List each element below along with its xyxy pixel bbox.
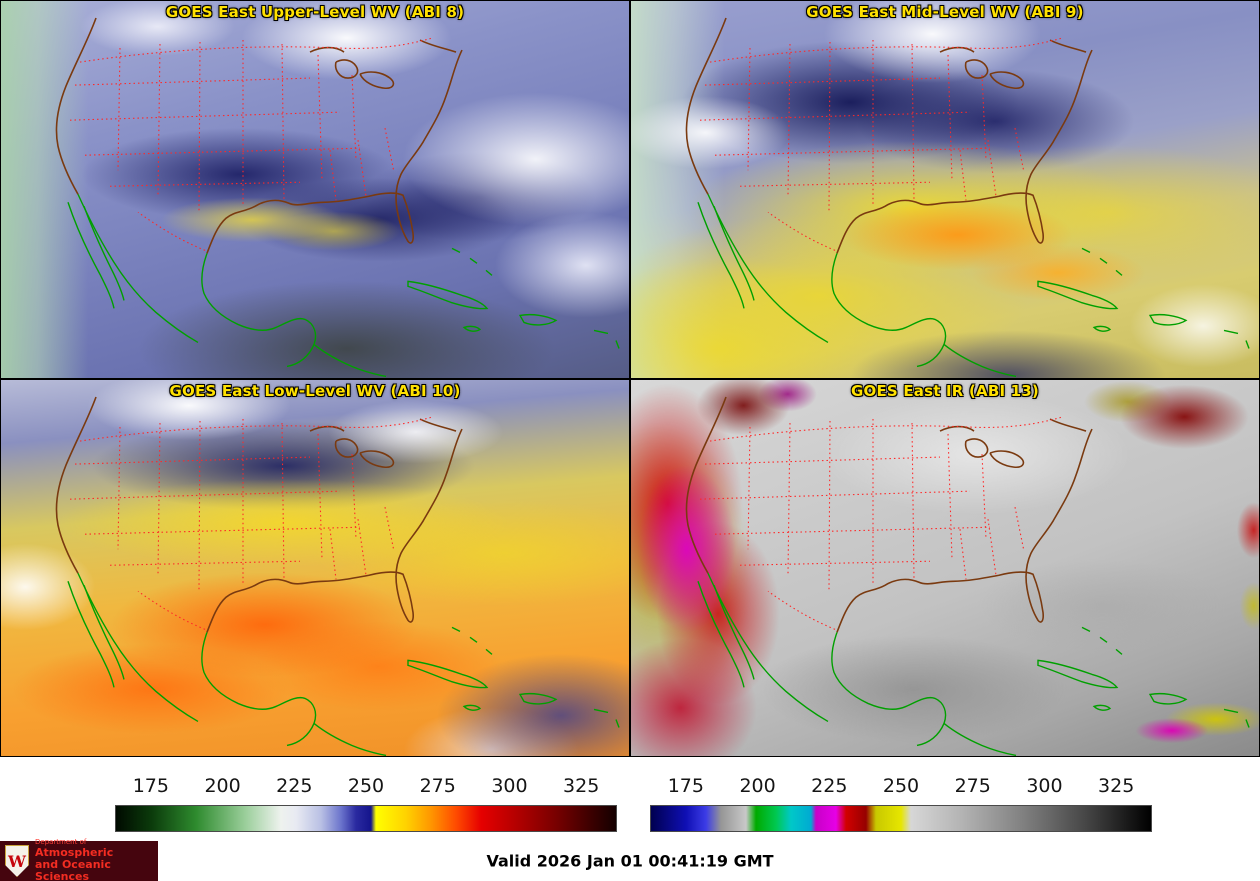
colorbar-tick: 200 (204, 775, 241, 797)
satellite-quad-panel: GOES East Upper-Level WV (ABI 8) GOES Ea… (0, 0, 1260, 757)
colorbar-tick: 300 (1026, 775, 1063, 797)
panel-mid-level-wv[interactable]: GOES East Mid-Level WV (ABI 9) (630, 0, 1260, 379)
colorbar-tick: 275 (419, 775, 456, 797)
colorbar-tick: 225 (276, 775, 313, 797)
panel-title-low-level-wv: GOES East Low-Level WV (ABI 10) (169, 381, 461, 400)
uw-crest-icon: W (5, 845, 29, 877)
colorbar-wv-tick-labels: 175 200 225 250 275 300 325 (115, 775, 617, 800)
panel-title-mid-level-wv: GOES East Mid-Level WV (ABI 9) (806, 3, 1084, 21)
uw-aos-logo[interactable]: W Department of Atmospheric and Oceanic … (0, 838, 158, 881)
colorbar-tick: 325 (1098, 775, 1135, 797)
colorbar-section: 175 200 225 250 275 300 325 175 200 225 … (0, 757, 1260, 841)
map-boundaries-overlay (685, 395, 1250, 756)
colorbar-ir: 175 200 225 250 275 300 325 (650, 775, 1152, 832)
uw-logo-text: Department of Atmospheric and Oceanic Sc… (35, 838, 158, 881)
colorbar-ir-gradient (650, 805, 1152, 832)
map-boundaries-overlay (55, 395, 620, 756)
panel-ir[interactable]: GOES East IR (ABI 13) (630, 378, 1260, 757)
colorbar-tick: 250 (882, 775, 920, 797)
panel-low-level-wv[interactable]: GOES East Low-Level WV (ABI 10) (0, 378, 630, 757)
colorbar-tick: 250 (347, 775, 385, 797)
valid-time-label: Valid 2026 Jan 01 00:41:19 GMT (486, 851, 774, 871)
map-boundaries-overlay (55, 17, 620, 378)
logo-department-line1: Atmospheric (35, 845, 114, 859)
panel-title-upper-level-wv: GOES East Upper-Level WV (ABI 8) (165, 3, 465, 21)
colorbar-tick: 175 (132, 775, 169, 797)
colorbar-tick: 225 (811, 775, 848, 797)
colorbar-tick: 325 (563, 775, 600, 797)
colorbar-ir-tick-labels: 175 200 225 250 275 300 325 (650, 775, 1152, 800)
colorbar-tick: 200 (739, 775, 776, 797)
colorbar-tick: 275 (954, 775, 991, 797)
colorbar-tick: 175 (667, 775, 704, 797)
colorbar-wv-gradient (115, 805, 617, 832)
colorbar-water-vapor: 175 200 225 250 275 300 325 (115, 775, 617, 832)
logo-department-prefix: Department of (35, 838, 87, 847)
colorbar-tick: 300 (491, 775, 528, 797)
panel-upper-level-wv[interactable]: GOES East Upper-Level WV (ABI 8) (0, 0, 630, 379)
logo-department-line2: and Oceanic Sciences (35, 857, 111, 881)
panel-title-ir: GOES East IR (ABI 13) (850, 381, 1039, 400)
map-boundaries-overlay (685, 17, 1250, 378)
footer: W Department of Atmospheric and Oceanic … (0, 838, 1260, 881)
